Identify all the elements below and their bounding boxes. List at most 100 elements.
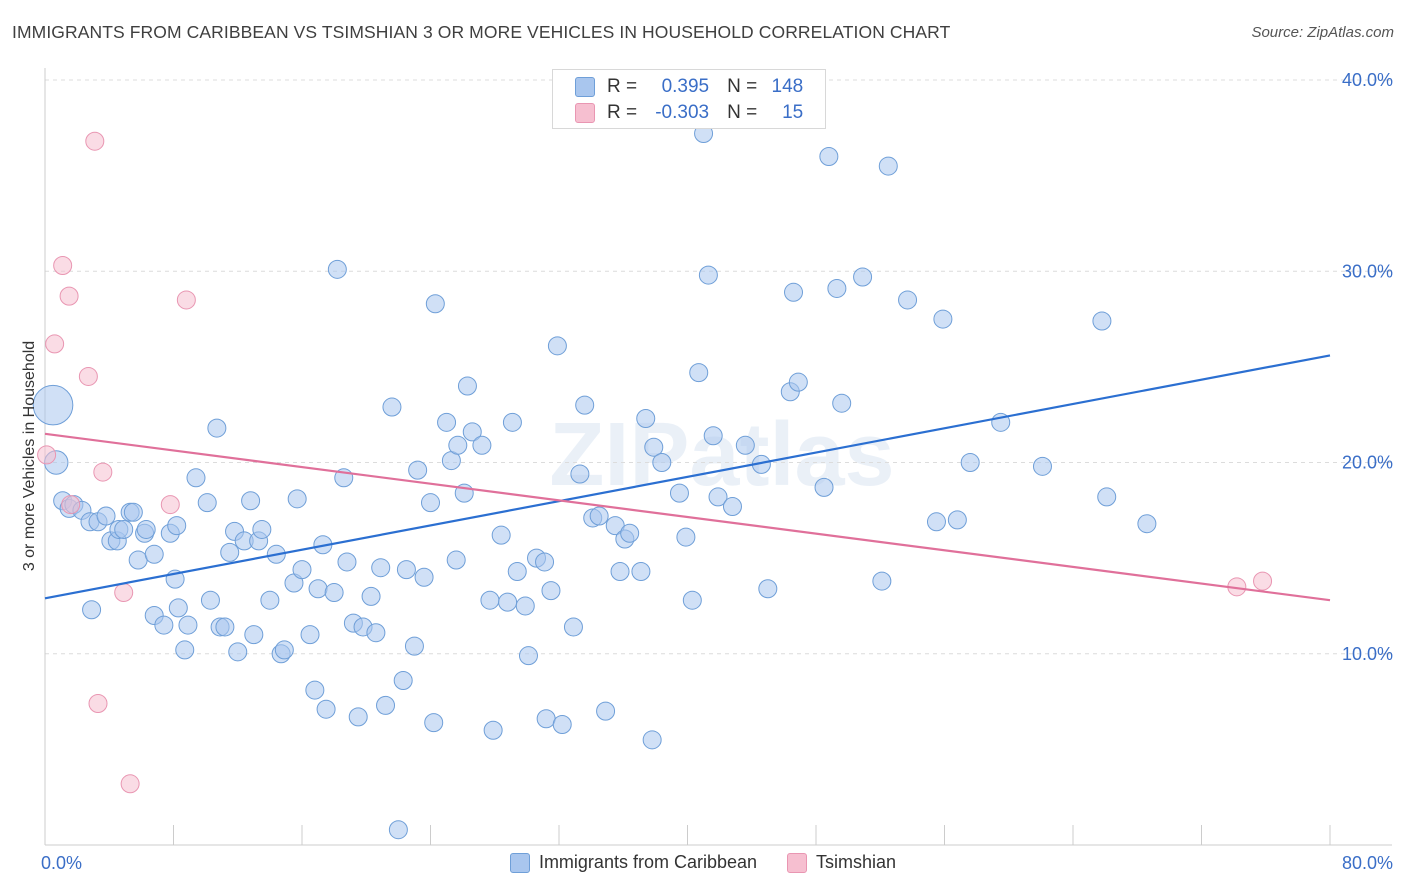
n-label: N = [727, 102, 758, 123]
caribbean-point [541, 581, 561, 601]
caribbean-point [498, 592, 518, 612]
caribbean-point [933, 309, 953, 329]
caribbean-point [252, 519, 272, 539]
caribbean-point [388, 820, 408, 840]
caribbean-point [197, 493, 217, 513]
caribbean-point [547, 336, 567, 356]
source-label: Source: ZipAtlas.com [1251, 24, 1394, 41]
caribbean-point [396, 560, 416, 580]
tsimshian-point [53, 256, 73, 276]
tsimshian-trendline [44, 432, 1331, 602]
caribbean-point [735, 435, 755, 455]
caribbean-point [437, 412, 457, 432]
caribbean-point [610, 562, 630, 582]
caribbean-point [644, 437, 664, 457]
caribbean-point [308, 579, 328, 599]
caribbean-point [327, 259, 347, 279]
n-label: N = [727, 76, 758, 97]
caribbean-point [1092, 311, 1112, 331]
caribbean-point [215, 617, 235, 637]
tsimshian-swatch [787, 852, 808, 873]
caribbean-point [784, 282, 804, 302]
caribbean-point [491, 525, 511, 545]
caribbean-point [898, 290, 918, 310]
caribbean-point [408, 460, 428, 480]
tick-labels: 10.0% 20.0% 30.0% 40.0% 0.0% 80.0% [41, 70, 1393, 873]
caribbean-point [425, 294, 445, 314]
caribbean-point [123, 502, 143, 522]
caribbean-point [832, 393, 852, 413]
caribbean-point [682, 590, 702, 610]
caribbean-point [589, 506, 609, 526]
y-tick-label: 40.0% [1342, 70, 1393, 90]
caribbean-point [947, 510, 967, 530]
caribbean-point [457, 376, 477, 396]
caribbean-point [292, 560, 312, 580]
caribbean-point [241, 491, 261, 511]
trendlines [44, 354, 1331, 602]
caribbean-point [536, 709, 556, 729]
caribbean-point [563, 617, 583, 637]
tsimshian-point [93, 462, 113, 482]
y-tick-label: 10.0% [1342, 644, 1393, 664]
n-value: 15 [782, 102, 804, 123]
caribbean-point [200, 590, 220, 610]
caribbean-point [324, 583, 344, 603]
legend-item-tsimshian[interactable]: Tsimshian [787, 852, 896, 873]
caribbean-point [1032, 456, 1052, 476]
tsimshian-point [37, 445, 57, 465]
caribbean-point [819, 147, 839, 166]
caribbean-point [814, 477, 834, 497]
caribbean-point [1097, 487, 1117, 507]
caribbean-point [414, 567, 434, 587]
caribbean-point [788, 372, 808, 392]
caribbean-point [186, 468, 206, 488]
legend-label: Immigrants from Caribbean [538, 852, 758, 872]
legend-row-tsimshian: R = -0.303 N = 15 [575, 101, 803, 125]
caribbean-point [960, 453, 980, 472]
tsimshian-point [61, 495, 81, 515]
x-tick-label: 80.0% [1342, 853, 1393, 873]
tsimshian-point [85, 131, 105, 151]
caribbean-point [676, 527, 696, 547]
tsimshian-point [176, 290, 196, 310]
caribbean-swatch [509, 852, 530, 873]
tsimshian-point [59, 286, 79, 306]
caribbean-point [552, 715, 572, 735]
caribbean-point [480, 590, 500, 610]
caribbean-point [689, 363, 709, 383]
caribbean-point [274, 640, 294, 660]
caribbean-point [337, 552, 357, 572]
caribbean-point [758, 579, 778, 599]
caribbean-point [305, 680, 325, 700]
caribbean-point [424, 713, 444, 733]
caribbean-point [636, 409, 656, 429]
tsimshian-point [160, 495, 180, 515]
caribbean-point [515, 596, 535, 616]
caribbean-point [82, 600, 102, 620]
caribbean-point [575, 395, 595, 415]
tsimshian-point [88, 693, 108, 713]
legend-label: Tsimshian [816, 852, 897, 872]
caribbean-point [669, 483, 689, 503]
caribbean-trendline [44, 354, 1331, 600]
caribbean-point [300, 625, 320, 645]
caribbean-point [483, 720, 503, 740]
caribbean-point [872, 571, 892, 591]
legend-row-caribbean: R = 0.395 N = 148 [575, 75, 803, 99]
caribbean-point [136, 519, 156, 539]
caribbean-point [535, 552, 555, 572]
x-tick-label: 0.0% [41, 853, 82, 873]
caribbean-point [404, 636, 424, 656]
data-points [32, 103, 1273, 840]
r-value: 0.395 [661, 76, 710, 97]
caribbean-point [144, 544, 164, 564]
caribbean-point [421, 493, 440, 513]
caribbean-point [96, 506, 116, 526]
caribbean-point [376, 695, 396, 715]
caribbean-point [518, 646, 538, 666]
caribbean-point [652, 453, 672, 472]
caribbean-point [631, 562, 651, 582]
caribbean-point [168, 598, 188, 618]
legend-item-caribbean[interactable]: Immigrants from Caribbean [509, 852, 758, 873]
